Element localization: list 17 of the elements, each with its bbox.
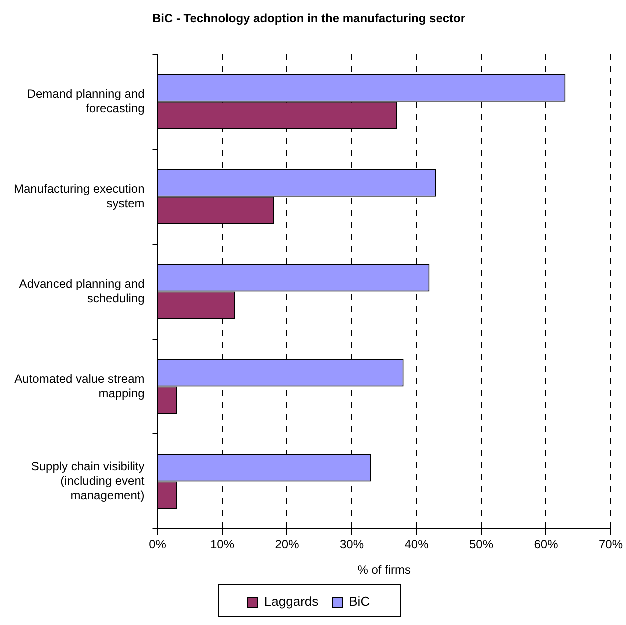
chart-title: BiC - Technology adoption in the manufacturing sector	[152, 12, 466, 26]
x-tick-label: 0%	[149, 538, 167, 552]
x-tick-label: 60%	[534, 538, 559, 552]
y-tick-label: Advanced planning and scheduling	[19, 276, 145, 306]
x-axis-title: % of firms	[358, 563, 412, 578]
legend-label: BiC	[349, 594, 370, 610]
x-tick-label: 10%	[210, 538, 235, 552]
x-tick-label: 70%	[598, 538, 624, 552]
y-tick-label: Automated value stream mapping	[14, 372, 145, 400]
x-tick-label: 20%	[275, 538, 300, 552]
y-tick-label: Supply chain visibility (including event management)	[31, 460, 146, 502]
x-tick-label: 50%	[469, 538, 494, 552]
y-tick-label: Demand planning and forecasting	[27, 86, 145, 116]
y-tick-label: Manufacturing execution system	[14, 182, 145, 210]
x-tick-label: 40%	[404, 538, 430, 552]
legend-label: Laggards	[264, 594, 320, 610]
x-tick-label: 30%	[340, 538, 364, 552]
